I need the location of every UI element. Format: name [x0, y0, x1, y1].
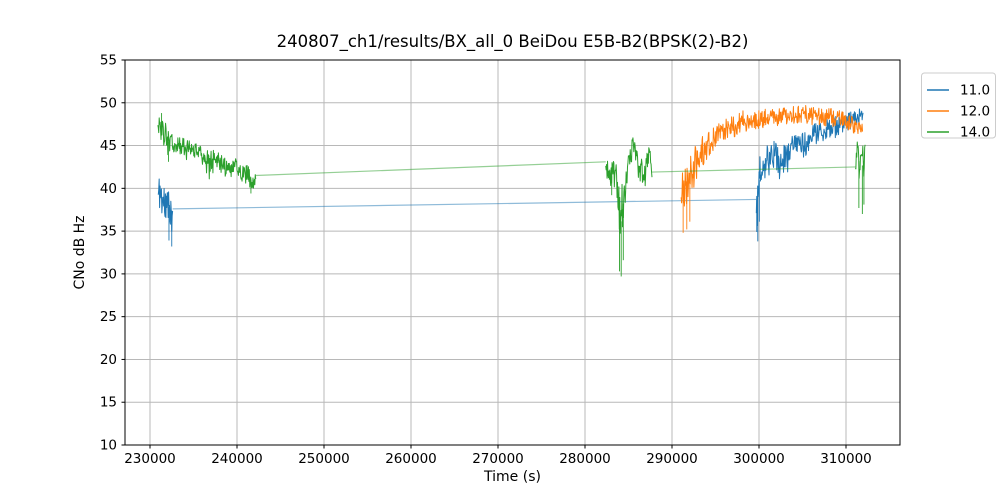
y-tick-label: 55	[100, 53, 117, 69]
series-connector-line	[651, 166, 856, 173]
x-axis-label: Time (s)	[483, 469, 541, 485]
series-noisy-trace	[605, 137, 653, 234]
grid-layer	[125, 59, 900, 446]
series-12.0	[680, 105, 864, 233]
x-tick-label: 270000	[472, 451, 524, 467]
y-tick-label: 40	[100, 181, 117, 197]
y-tick-label: 20	[100, 352, 117, 368]
x-tick-label: 310000	[820, 451, 872, 467]
chart-title: 240807_ch1/results/BX_all_0 BeiDou E5B-B…	[277, 32, 749, 52]
legend-label: 12.0	[960, 104, 990, 120]
series-connector-line	[255, 161, 606, 177]
y-tick-label: 15	[100, 395, 117, 411]
series-11.0	[157, 108, 864, 247]
y-tick-label: 45	[100, 138, 117, 154]
legend-label: 11.0	[960, 83, 990, 99]
y-tick-label: 35	[100, 224, 117, 240]
x-tick-label: 230000	[124, 451, 176, 467]
x-tick-label: 250000	[298, 451, 350, 467]
y-tick-label: 10	[100, 438, 117, 454]
series-layer	[157, 105, 866, 277]
series-14.0	[157, 113, 866, 277]
series-noisy-trace	[157, 117, 257, 189]
x-tick-label: 280000	[559, 451, 611, 467]
y-tick-label: 30	[100, 266, 117, 282]
legend: 11.0 12.0 14.0	[921, 72, 996, 141]
series-noisy-trace	[157, 178, 174, 232]
tick-layer: 230000 240000 250000 260000 270000 280000 2900…	[100, 53, 872, 468]
x-tick-label: 260000	[385, 451, 437, 467]
x-tick-label: 300000	[733, 451, 785, 467]
x-tick-label: 290000	[646, 451, 698, 467]
y-axis-label: CNo dB Hz	[72, 215, 88, 289]
plot-border	[124, 59, 901, 446]
legend-label: 14.0	[960, 125, 990, 141]
y-tick-label: 25	[100, 309, 117, 325]
series-noisy-trace	[680, 105, 864, 207]
axes-frame	[124, 59, 901, 446]
series-connector-line	[172, 198, 757, 210]
x-tick-label: 240000	[211, 451, 263, 467]
y-tick-label: 50	[100, 95, 117, 111]
